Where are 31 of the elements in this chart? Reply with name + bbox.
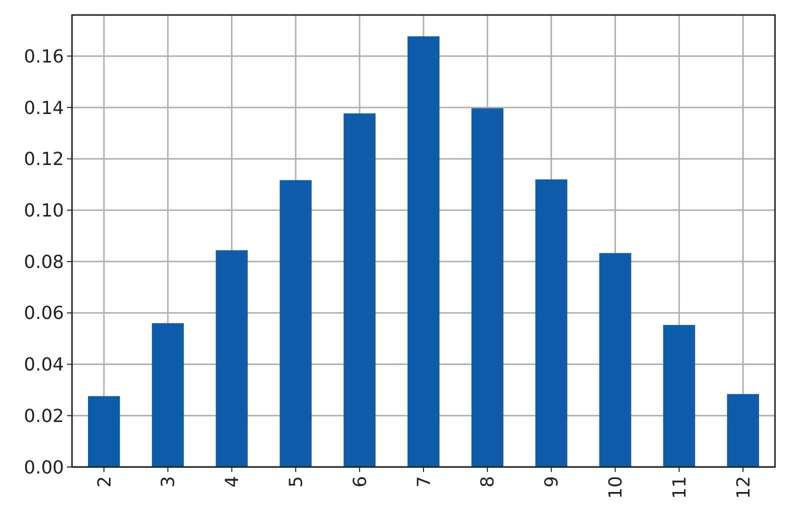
y-tick-label: 0.10 <box>24 200 64 222</box>
bar <box>599 253 632 467</box>
y-tick-label: 0.06 <box>24 303 64 324</box>
x-tick-label: 10 <box>606 476 627 499</box>
x-tick-label: 3 <box>158 476 180 488</box>
y-tick-label: 0.00 <box>24 457 64 478</box>
y-tick-label: 0.04 <box>24 354 64 376</box>
bar <box>408 36 440 467</box>
x-tick-label: 5 <box>286 476 307 488</box>
bar <box>280 180 312 467</box>
x-tick-label: 7 <box>414 476 435 488</box>
x-tick-label: 4 <box>222 476 244 488</box>
bar <box>152 323 184 467</box>
bar <box>471 108 504 467</box>
x-tick-label: 9 <box>542 476 563 488</box>
bar <box>344 113 376 467</box>
x-tick-label: 6 <box>350 476 371 488</box>
bar <box>663 324 696 467</box>
x-tick-label: 11 <box>669 476 690 499</box>
y-tick-label: 0.02 <box>24 406 64 427</box>
bar <box>727 394 760 467</box>
x-tick-label: 8 <box>478 476 499 488</box>
x-tick-label: 12 <box>733 476 754 499</box>
y-tick-label: 0.14 <box>24 98 64 119</box>
bar <box>535 179 568 467</box>
bar <box>216 250 248 467</box>
y-tick-label: 0.12 <box>24 149 64 170</box>
y-tick-label: 0.16 <box>24 46 64 68</box>
y-tick-label: 0.08 <box>24 252 64 273</box>
bar <box>88 396 120 467</box>
x-tick-label: 2 <box>94 476 116 488</box>
